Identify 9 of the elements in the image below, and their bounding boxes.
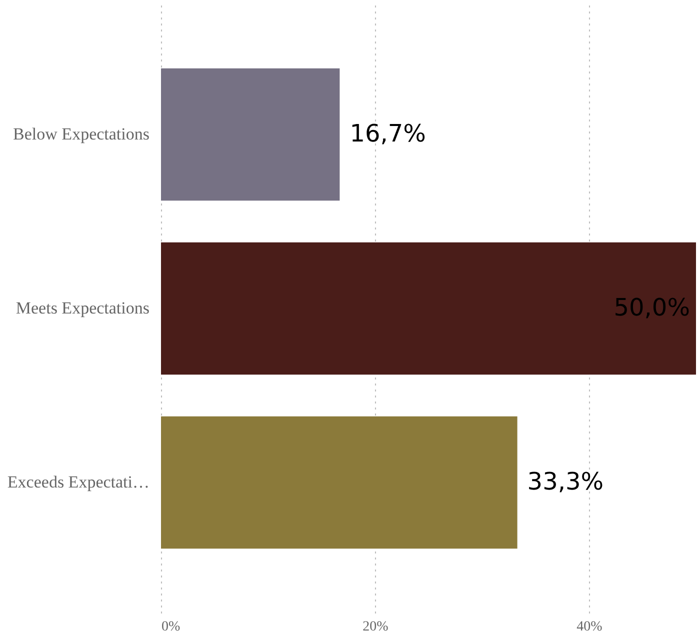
y-tick-label: Meets Expectations: [16, 298, 150, 318]
y-tick-label: Exceeds Expectati…: [7, 472, 150, 492]
x-tick-label: 40%: [576, 620, 603, 634]
x-tick-label: 0%: [162, 620, 180, 634]
data-label: 33,3%: [527, 468, 604, 496]
y-tick-label: Below Expectations: [13, 124, 150, 144]
data-label: 50,0%: [614, 294, 690, 322]
data-label: 16,7%: [350, 120, 426, 148]
x-tick-label: 20%: [362, 620, 389, 634]
